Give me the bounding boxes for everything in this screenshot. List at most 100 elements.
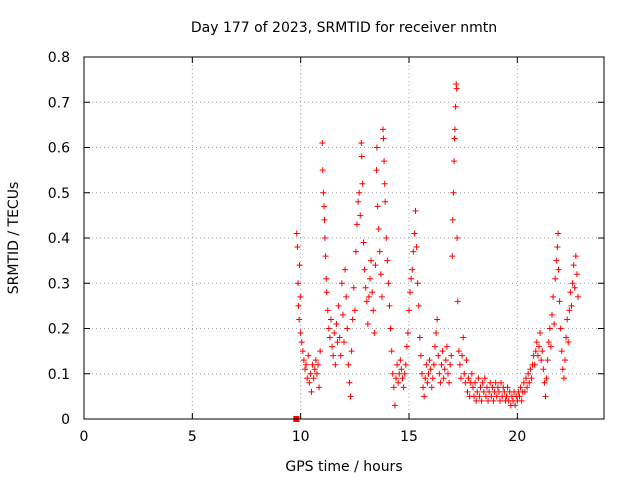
data-point (534, 352, 541, 359)
y-axis-label: SRMTID / TECUs (6, 182, 22, 295)
data-point (319, 167, 326, 174)
data-point (365, 293, 372, 300)
data-point (414, 280, 421, 287)
data-point (452, 103, 459, 110)
data-point (331, 330, 338, 337)
data-point (388, 348, 395, 355)
data-point (306, 379, 313, 386)
chart-title: Day 177 of 2023, SRMTID for receiver nmt… (191, 20, 497, 36)
data-point (309, 361, 316, 368)
data-point (410, 248, 417, 255)
data-point (533, 339, 540, 346)
y-tick-labels: 0 0.1 0.2 0.3 0.4 0.5 0.6 0.7 0.8 (48, 50, 70, 428)
data-point (355, 198, 362, 205)
data-point (378, 293, 385, 300)
data-point (416, 334, 423, 341)
data-point (475, 375, 482, 382)
data-point (442, 357, 449, 364)
data-point (329, 343, 336, 350)
data-point (447, 361, 454, 368)
data-point (542, 393, 549, 400)
data-point (549, 311, 555, 318)
data-point (305, 352, 312, 359)
data-point (464, 388, 471, 395)
data-point (381, 158, 388, 165)
data-point (525, 370, 532, 377)
data-point (350, 284, 357, 291)
data-point (487, 379, 494, 386)
data-point (333, 320, 340, 327)
data-point (364, 320, 371, 327)
data-point (313, 370, 320, 377)
data-point (538, 357, 545, 364)
data-point (527, 366, 534, 373)
data-point (460, 334, 467, 341)
data-point (498, 379, 505, 386)
data-point (448, 352, 455, 359)
data-point (556, 298, 563, 305)
data-point (369, 289, 376, 296)
x-tick-label: 5 (188, 429, 197, 445)
data-point (409, 266, 416, 273)
data-point (445, 370, 451, 377)
data-point (430, 361, 437, 368)
data-point (531, 361, 538, 368)
data-point (293, 230, 300, 237)
data-point (389, 370, 396, 377)
data-point (558, 348, 565, 355)
data-point (382, 198, 389, 205)
data-point (421, 393, 428, 400)
data-point (419, 370, 425, 377)
data-point (295, 280, 302, 287)
data-point (446, 379, 453, 386)
data-point (537, 330, 544, 337)
y-tick-label: 0.4 (48, 231, 70, 247)
grid-lines (84, 57, 604, 419)
data-point (422, 375, 429, 382)
data-point (449, 253, 456, 260)
data-point (344, 325, 351, 332)
data-point (481, 375, 488, 382)
data-point (417, 352, 424, 359)
data-point (469, 384, 476, 391)
data-point (492, 379, 499, 386)
data-point (437, 379, 444, 386)
data-point (359, 180, 366, 187)
data-point (526, 379, 533, 386)
data-point (339, 311, 346, 318)
data-point (433, 330, 440, 337)
data-point (415, 302, 422, 309)
y-tick-label: 0.8 (48, 50, 70, 66)
data-point (503, 393, 510, 400)
data-point (477, 384, 484, 391)
data-point (555, 230, 562, 237)
data-point (373, 167, 380, 174)
data-point (554, 244, 561, 251)
data-point (375, 225, 382, 232)
data-point (328, 316, 334, 323)
data-point (568, 302, 575, 309)
data-point (438, 361, 445, 368)
data-point (356, 189, 363, 196)
data-point (391, 402, 398, 409)
data-point (357, 212, 364, 219)
data-point (370, 307, 377, 314)
data-point (407, 289, 414, 296)
data-point (383, 235, 390, 241)
x-tick-label: 10 (292, 429, 310, 445)
data-point (296, 262, 303, 269)
data-point (343, 293, 350, 300)
data-point (386, 302, 393, 309)
x-tick-label: 20 (508, 429, 526, 445)
data-point (570, 262, 577, 269)
data-point (358, 139, 365, 146)
data-point (485, 397, 492, 404)
data-point (326, 334, 333, 341)
data-point (562, 357, 568, 364)
data-point (321, 203, 328, 210)
data-point (380, 126, 386, 133)
data-point (360, 239, 367, 246)
data-point (426, 357, 433, 364)
data-point (338, 280, 345, 287)
data-point (412, 207, 419, 214)
